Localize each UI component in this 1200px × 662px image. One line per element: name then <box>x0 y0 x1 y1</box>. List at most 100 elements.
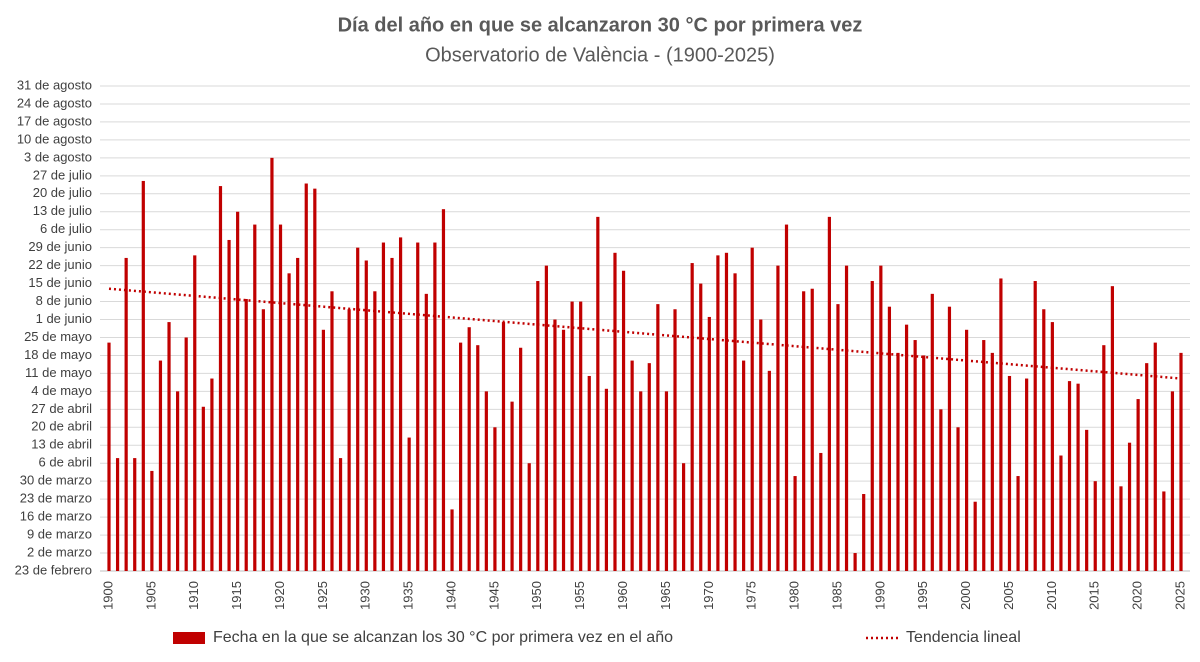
bar <box>930 293 934 571</box>
legend-label: Tendencia lineal <box>906 629 1021 646</box>
bar <box>784 224 789 572</box>
x-tick-label: 1970 <box>701 581 716 610</box>
legend-label: Fecha en la que se alcanzan los 30 °C po… <box>213 629 673 646</box>
y-tick-label: 29 de junio <box>28 239 92 254</box>
x-tick-label: 1950 <box>529 581 544 610</box>
y-tick-label: 20 de abril <box>31 419 92 434</box>
bar <box>1076 383 1080 571</box>
bar <box>1059 455 1063 571</box>
bar <box>201 406 205 571</box>
bar <box>656 304 660 571</box>
bar <box>459 342 463 571</box>
bar <box>501 322 506 571</box>
bar <box>844 265 849 571</box>
y-tick-label: 9 de marzo <box>27 527 92 542</box>
chart-title: Día del año en que se alcanzaron 30 °C p… <box>338 14 863 36</box>
bar <box>158 360 163 571</box>
bar <box>793 476 797 571</box>
bar <box>236 211 240 572</box>
bar <box>750 247 754 571</box>
legend-swatch <box>173 632 205 644</box>
y-tick-label: 15 de junio <box>28 275 92 290</box>
bar <box>227 239 231 571</box>
y-tick-label: 31 de agosto <box>17 77 92 92</box>
x-tick-label: 2020 <box>1130 581 1145 610</box>
bar <box>1007 375 1012 571</box>
bar <box>836 304 840 571</box>
chart-subtitle: Observatorio de València - (1900-2025) <box>425 44 775 66</box>
bar <box>115 458 120 571</box>
bar <box>596 216 600 571</box>
x-tick-label: 2015 <box>1087 581 1102 610</box>
bar <box>407 437 411 571</box>
y-tick-label: 27 de abril <box>31 401 92 416</box>
bar <box>810 288 814 571</box>
bar <box>1102 345 1106 571</box>
bar <box>424 293 428 571</box>
x-tick-label: 1925 <box>315 581 330 610</box>
bar <box>356 247 360 571</box>
bar <box>133 458 137 571</box>
bar <box>553 319 557 571</box>
y-tick-label: 6 de abril <box>39 455 93 470</box>
bar <box>716 255 720 571</box>
bar <box>433 242 437 571</box>
bar <box>1050 322 1054 571</box>
y-tick-label: 30 de marzo <box>20 473 92 488</box>
x-tick-label: 1960 <box>615 581 630 610</box>
y-tick-label: 27 de julio <box>33 167 92 182</box>
bar <box>1093 481 1097 571</box>
x-tick-label: 1985 <box>829 581 844 610</box>
bar <box>707 316 711 571</box>
bar <box>990 352 994 571</box>
bar <box>664 391 669 571</box>
bar <box>690 263 694 571</box>
bar <box>1016 476 1020 571</box>
x-tick-label: 1930 <box>358 581 373 610</box>
x-tick-label: 1910 <box>186 581 201 610</box>
x-tick-label: 1980 <box>787 581 802 610</box>
x-tick-label: 1955 <box>572 581 587 610</box>
y-tick-label: 25 de mayo <box>24 329 92 344</box>
bar <box>184 337 188 571</box>
bar <box>733 273 737 571</box>
x-tick-label: 1920 <box>272 581 287 610</box>
bar <box>699 283 703 571</box>
bar <box>519 347 523 571</box>
y-tick-label: 3 de agosto <box>24 149 92 164</box>
bar <box>904 324 909 571</box>
bar <box>304 183 308 571</box>
bar <box>484 391 488 571</box>
bar <box>278 224 283 572</box>
y-tick-label: 10 de agosto <box>17 131 92 146</box>
bar <box>1033 281 1037 571</box>
bar <box>450 509 454 571</box>
bar <box>759 319 763 571</box>
x-tick-label: 1935 <box>401 581 416 610</box>
y-tick-label: 1 de junio <box>36 311 92 326</box>
y-tick-label: 2 de marzo <box>27 544 92 559</box>
x-tick-label: 1990 <box>872 581 887 610</box>
bar <box>313 188 317 571</box>
bar <box>613 252 617 571</box>
bar <box>965 329 969 571</box>
bar <box>373 291 377 571</box>
x-tick-label: 1995 <box>915 581 930 610</box>
bar <box>913 340 917 571</box>
bar <box>862 494 866 571</box>
bar <box>621 270 626 571</box>
trend-line <box>108 287 1182 380</box>
bar <box>441 209 446 571</box>
bar <box>270 157 274 571</box>
bar <box>1136 399 1140 571</box>
bar <box>1085 429 1089 571</box>
bar <box>922 355 926 571</box>
x-tick-label: 1965 <box>658 581 673 610</box>
bar <box>1119 486 1123 571</box>
bar <box>493 427 497 571</box>
bar <box>338 458 343 571</box>
y-tick-label: 23 de marzo <box>20 491 92 506</box>
bar <box>321 329 325 571</box>
x-tick-label: 2000 <box>958 581 973 610</box>
